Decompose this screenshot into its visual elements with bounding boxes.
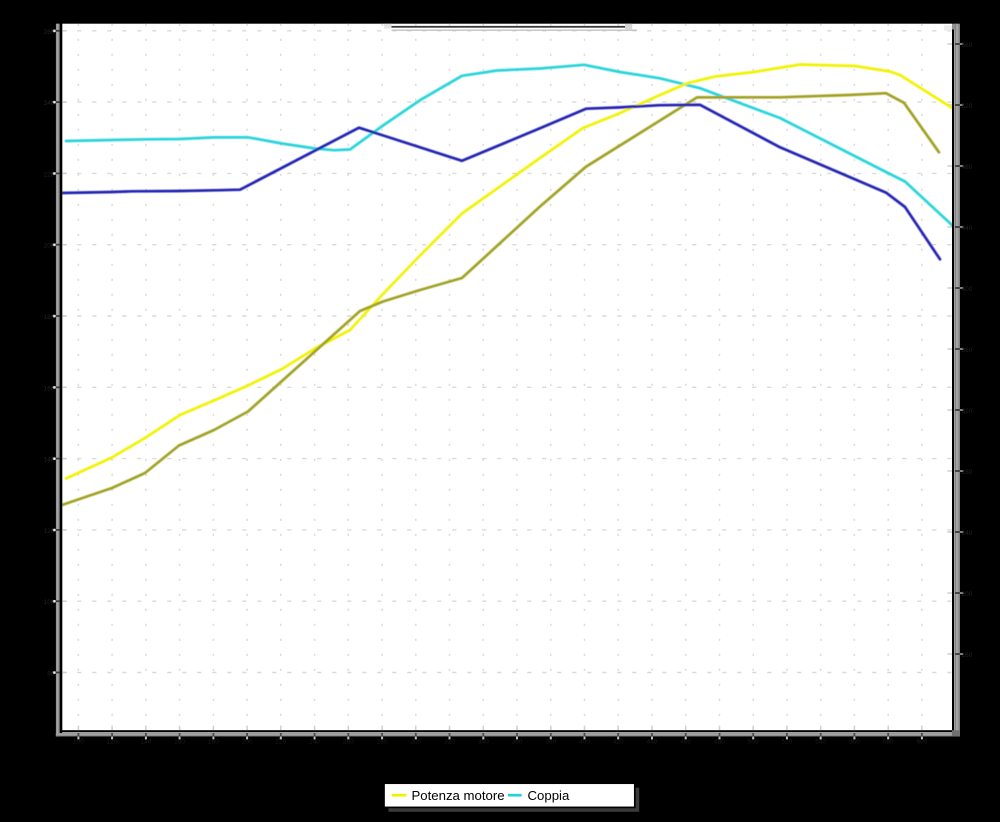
svg-text:480: 480 bbox=[714, 739, 725, 746]
svg-text:140: 140 bbox=[140, 739, 151, 746]
svg-text:240: 240 bbox=[309, 739, 320, 746]
svg-text:220: 220 bbox=[44, 171, 55, 178]
svg-text:280: 280 bbox=[377, 739, 388, 746]
svg-text:380: 380 bbox=[545, 739, 556, 746]
svg-text:80: 80 bbox=[47, 671, 55, 678]
svg-text:260: 260 bbox=[343, 739, 354, 746]
svg-text:300: 300 bbox=[410, 739, 421, 746]
svg-text:520: 520 bbox=[781, 739, 792, 746]
svg-text:440: 440 bbox=[962, 225, 973, 232]
svg-text:580: 580 bbox=[883, 739, 894, 746]
svg-text:600: 600 bbox=[916, 739, 927, 746]
svg-text:260: 260 bbox=[44, 29, 55, 36]
svg-text:140: 140 bbox=[44, 457, 55, 464]
svg-text:200: 200 bbox=[44, 243, 55, 250]
svg-text:160: 160 bbox=[174, 739, 185, 746]
svg-text:120: 120 bbox=[44, 528, 55, 535]
svg-text:280: 280 bbox=[962, 469, 973, 476]
svg-text:180: 180 bbox=[208, 739, 219, 746]
svg-text:520: 520 bbox=[962, 103, 973, 110]
svg-text:180: 180 bbox=[44, 314, 55, 321]
svg-text:440: 440 bbox=[647, 739, 658, 746]
svg-text:480: 480 bbox=[962, 164, 973, 171]
svg-text:340: 340 bbox=[478, 739, 489, 746]
svg-text:420: 420 bbox=[613, 739, 624, 746]
svg-text:100: 100 bbox=[73, 739, 84, 746]
svg-text:560: 560 bbox=[962, 42, 973, 49]
svg-text:460: 460 bbox=[680, 739, 691, 746]
svg-text:560: 560 bbox=[849, 739, 860, 746]
svg-text:Potenza motore: Potenza motore bbox=[412, 788, 505, 803]
svg-text:220: 220 bbox=[275, 739, 286, 746]
svg-text:360: 360 bbox=[962, 347, 973, 354]
svg-text:200: 200 bbox=[242, 739, 253, 746]
svg-text:160: 160 bbox=[962, 652, 973, 659]
svg-text:Coppia: Coppia bbox=[528, 788, 570, 803]
svg-text:240: 240 bbox=[44, 100, 55, 107]
svg-text:200: 200 bbox=[962, 591, 973, 598]
svg-text:500: 500 bbox=[748, 739, 759, 746]
svg-text:240: 240 bbox=[962, 530, 973, 537]
svg-text:320: 320 bbox=[962, 408, 973, 415]
svg-text:160: 160 bbox=[44, 385, 55, 392]
svg-text:540: 540 bbox=[815, 739, 826, 746]
svg-text:400: 400 bbox=[962, 286, 973, 293]
svg-text:320: 320 bbox=[444, 739, 455, 746]
svg-text:120: 120 bbox=[107, 739, 118, 746]
svg-text:400: 400 bbox=[579, 739, 590, 746]
svg-text:100: 100 bbox=[44, 599, 55, 606]
svg-text:360: 360 bbox=[512, 739, 523, 746]
